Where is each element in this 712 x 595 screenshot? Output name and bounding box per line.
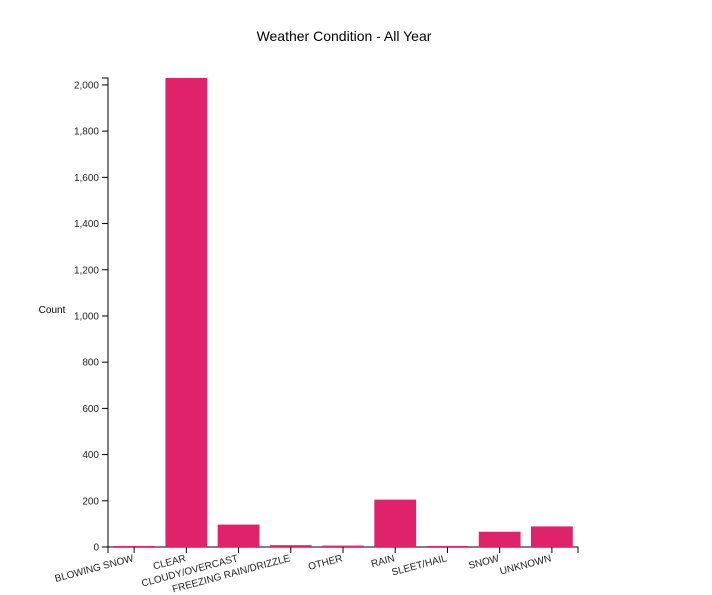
x-tick-label: UNKNOWN <box>499 553 553 577</box>
y-axis-label: Count <box>39 305 66 316</box>
y-tick-label: 1,000 <box>74 311 99 322</box>
y-tick-label: 1,600 <box>74 173 99 184</box>
y-tick-label: 800 <box>82 358 99 369</box>
y-tick-label: 1,400 <box>74 219 99 230</box>
bar[interactable] <box>322 545 364 547</box>
bar[interactable] <box>478 531 521 547</box>
x-tick-label: BLOWING SNOW <box>54 553 136 585</box>
y-tick-label: 200 <box>82 496 99 507</box>
bar[interactable] <box>374 499 417 547</box>
y-axis: 0 200 400 600 800 1,000 1,200 1,400 1,600 1,800 2,… <box>74 77 109 554</box>
x-tick-label: OTHER <box>307 553 344 573</box>
bar[interactable] <box>217 524 260 547</box>
x-tick-label: SLEET/HAIL <box>391 553 449 578</box>
bar[interactable] <box>269 545 312 547</box>
y-tick-label: 600 <box>82 404 99 415</box>
y-tick-label: 400 <box>82 450 99 461</box>
chart-title: Weather Condition - All Year <box>257 28 432 44</box>
y-tick-label: 2,000 <box>74 80 99 91</box>
x-axis: BLOWING SNOW CLEARCLOUDY/OVERCASTFREEZING… <box>54 546 579 595</box>
bar[interactable] <box>426 546 469 547</box>
bar[interactable] <box>165 78 208 547</box>
bars-group <box>113 78 573 547</box>
y-tick-label: 1,800 <box>74 127 99 138</box>
y-tick-label: 1,200 <box>74 265 99 276</box>
x-tick-label: SNOW <box>468 553 501 572</box>
bar[interactable] <box>113 546 155 547</box>
y-axis-line <box>102 77 109 548</box>
bar[interactable] <box>531 526 573 547</box>
y-tick-label: 0 <box>93 543 99 554</box>
